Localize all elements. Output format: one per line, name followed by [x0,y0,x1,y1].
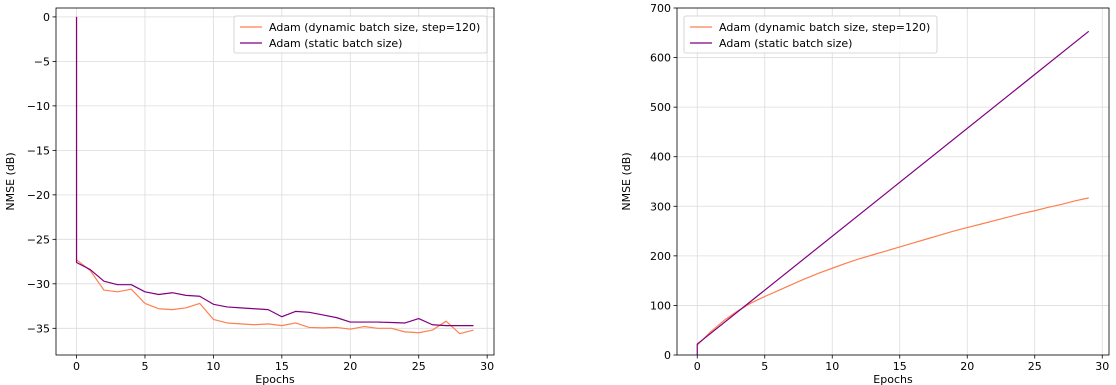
y-tick-label: −20 [27,189,50,202]
legend-label-1: Adam (dynamic batch size, step=120) [719,21,930,34]
legend-label-1: Adam (dynamic batch size, step=120) [269,21,480,34]
y-tick-label: 700 [650,2,671,15]
y-tick-label: 0 [664,349,671,362]
x-tick-label: 5 [761,360,768,373]
y-tick-label: 200 [650,250,671,263]
y-tick-label: −35 [27,322,50,335]
legend-label-2: Adam (static batch size) [719,37,852,50]
x-tick-label: 30 [480,360,494,373]
x-axis-label: Epochs [873,373,913,385]
chart-2: 0 5 10 15 20 25 300100200300400500600700Epochs… [620,2,1110,385]
x-tick-label: 15 [893,360,907,373]
x-tick-label: 15 [275,360,289,373]
y-tick-label: −10 [27,100,50,113]
y-tick-label: 500 [650,101,671,114]
legend-box [233,15,488,54]
series-line-1 [696,197,1089,346]
series-line-2 [75,16,474,327]
x-tick-label: 20 [343,360,357,373]
x-tick-label: 10 [206,360,220,373]
y-axis-label: NMSE (dB) [620,152,633,210]
x-tick-label: 30 [1095,360,1109,373]
x-tick-label: 20 [960,360,974,373]
x-tick-label: 0 [694,360,701,373]
x-tick-label: 25 [412,360,426,373]
y-tick-label: −30 [27,278,50,291]
x-tick-label: 10 [825,360,839,373]
plot-frame [55,7,495,356]
x-axis-label: Epochs [255,373,295,385]
y-tick-label: −5 [34,55,50,68]
y-tick-label: −15 [27,144,50,157]
chart-1: 0 5 10 15 20 25 30 0 −5 −10 −15 −20 −25 −30 −35 Epochs N… [4,7,495,385]
x-tick-label: 25 [1028,360,1042,373]
series-line-2 [696,30,1090,355]
x-tick-label: 0 [73,360,80,373]
y-tick-label: 600 [650,52,671,65]
y-tick-label: 100 [650,299,671,312]
legend-label-2: Adam (static batch size) [269,37,402,50]
legend: Adam (dynamic batch size, step=120) Adam … [233,15,488,54]
y-tick-label: 400 [650,151,671,164]
legend: Adam (dynamic batch size, step=120) Adam … [683,15,938,54]
series-line-1 [75,16,474,335]
y-axis-label: NMSE (dB) [4,152,17,210]
y-tick-label: 0 [43,11,50,24]
x-tick-label: 5 [141,360,148,373]
y-tick-label: −25 [27,233,50,246]
y-tick-label: 300 [650,200,671,213]
plot-frame [676,7,1110,356]
legend-box [683,15,938,54]
